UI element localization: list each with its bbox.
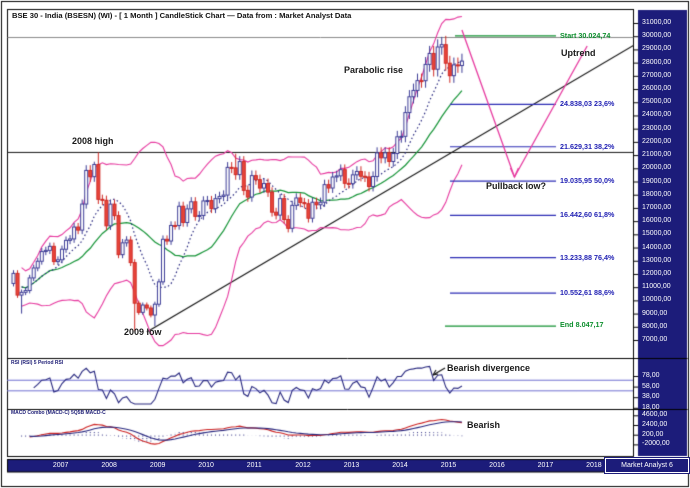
year-label: 2015 <box>440 461 457 469</box>
watermark-badge: Market Analyst 6 <box>604 457 690 474</box>
price-tick-label: 13000,00 <box>642 256 672 264</box>
annotation-pullback-low: Pullback low? <box>486 181 547 191</box>
year-label: 2008 <box>101 461 117 469</box>
price-tick-label: 29000,00 <box>642 45 672 53</box>
rsi-tick-label: 58,00 <box>642 382 660 390</box>
macd-tick-label: -2000,00 <box>642 440 670 448</box>
year-label: 2011 <box>246 461 262 469</box>
annotation-2009-low: 2009 low <box>124 327 162 337</box>
rsi-tick-label: 38,00 <box>642 393 660 401</box>
price-tick-label: 18000,00 <box>642 190 672 198</box>
price-tick-label: 28000,00 <box>642 58 672 66</box>
price-tick-label: 7000,00 <box>642 336 668 343</box>
macd-tick-label: 4600,00 <box>642 411 668 419</box>
price-tick-label: 12000,00 <box>642 269 672 277</box>
price-tick-label: 21000,00 <box>642 151 672 159</box>
year-label: 2007 <box>52 461 69 469</box>
fib-start-label: Start 30.024,74 <box>560 31 611 40</box>
price-tick-label: 10000,00 <box>642 296 672 304</box>
year-label: 2018 <box>586 461 602 469</box>
rsi-tick-label: 78,00 <box>642 372 660 379</box>
annotation-parabolic-rise: Parabolic rise <box>344 65 404 75</box>
price-tick-label: 14000,00 <box>642 243 672 251</box>
year-label: 2016 <box>489 461 505 469</box>
fib-level-label: 16.442,60 61,8% <box>560 210 615 220</box>
rsi-tick-label: 18,00 <box>642 403 660 411</box>
price-tick-label: 8000,00 <box>642 322 668 330</box>
price-tick-label: 19000,00 <box>642 177 672 185</box>
fib-level-label: 19.035,95 50,0% <box>560 176 615 186</box>
price-tick-label: 24000,00 <box>642 111 672 119</box>
price-tick-label: 25000,00 <box>642 98 672 106</box>
year-label: 2009 <box>149 461 166 469</box>
annotation-bearish-divergence: Bearish divergence <box>447 363 531 373</box>
macd-tick-label: 2400,00 <box>642 421 668 428</box>
price-tick-label: 22000,00 <box>642 137 672 145</box>
price-tick-label: 31000,00 <box>642 19 672 26</box>
price-tick-label: 20000,00 <box>642 164 672 172</box>
rsi-pane-label: RSI (RSI) 5 Period RSI <box>11 360 64 366</box>
macd-pane-label: MACD Combo (MACD-C) 5Q5B MACD-C <box>11 410 106 416</box>
chart-title: BSE 30 - India (BSESN) (WI) - [ 1 Month … <box>12 11 352 20</box>
price-tick-label: 11000,00 <box>642 283 671 291</box>
fib-level-label: 24.838,03 23,6% <box>560 99 615 109</box>
annotation-bearish: Bearish <box>467 420 501 430</box>
price-tick-label: 17000,00 <box>642 203 672 211</box>
price-tick-label: 30000,00 <box>642 32 672 40</box>
annotation-2008-high: 2008 high <box>72 136 114 146</box>
year-label: 2012 <box>295 461 311 469</box>
fib-level-label: 21.629,31 38,2% <box>560 141 615 151</box>
year-label: 2010 <box>198 461 214 469</box>
macd-tick-label: 200,00 <box>642 430 664 438</box>
price-tick-label: 27000,00 <box>642 71 672 79</box>
fib-level-label: 13.233,88 76,4% <box>560 252 615 262</box>
price-tick-label: 9000,00 <box>642 309 668 317</box>
year-label: 2017 <box>537 461 554 469</box>
fib-end-label: End 8.047,17 <box>560 320 604 329</box>
price-tick-label: 15000,00 <box>642 230 672 238</box>
year-label: 2013 <box>343 461 360 469</box>
price-tick-label: 23000,00 <box>642 124 672 132</box>
fib-level-label: 10.552,61 88,6% <box>560 288 615 298</box>
annotation-uptrend: Uptrend <box>561 48 596 58</box>
price-tick-label: 16000,00 <box>642 217 672 225</box>
price-tick-label: 26000,00 <box>642 85 672 93</box>
year-label: 2014 <box>392 461 408 469</box>
